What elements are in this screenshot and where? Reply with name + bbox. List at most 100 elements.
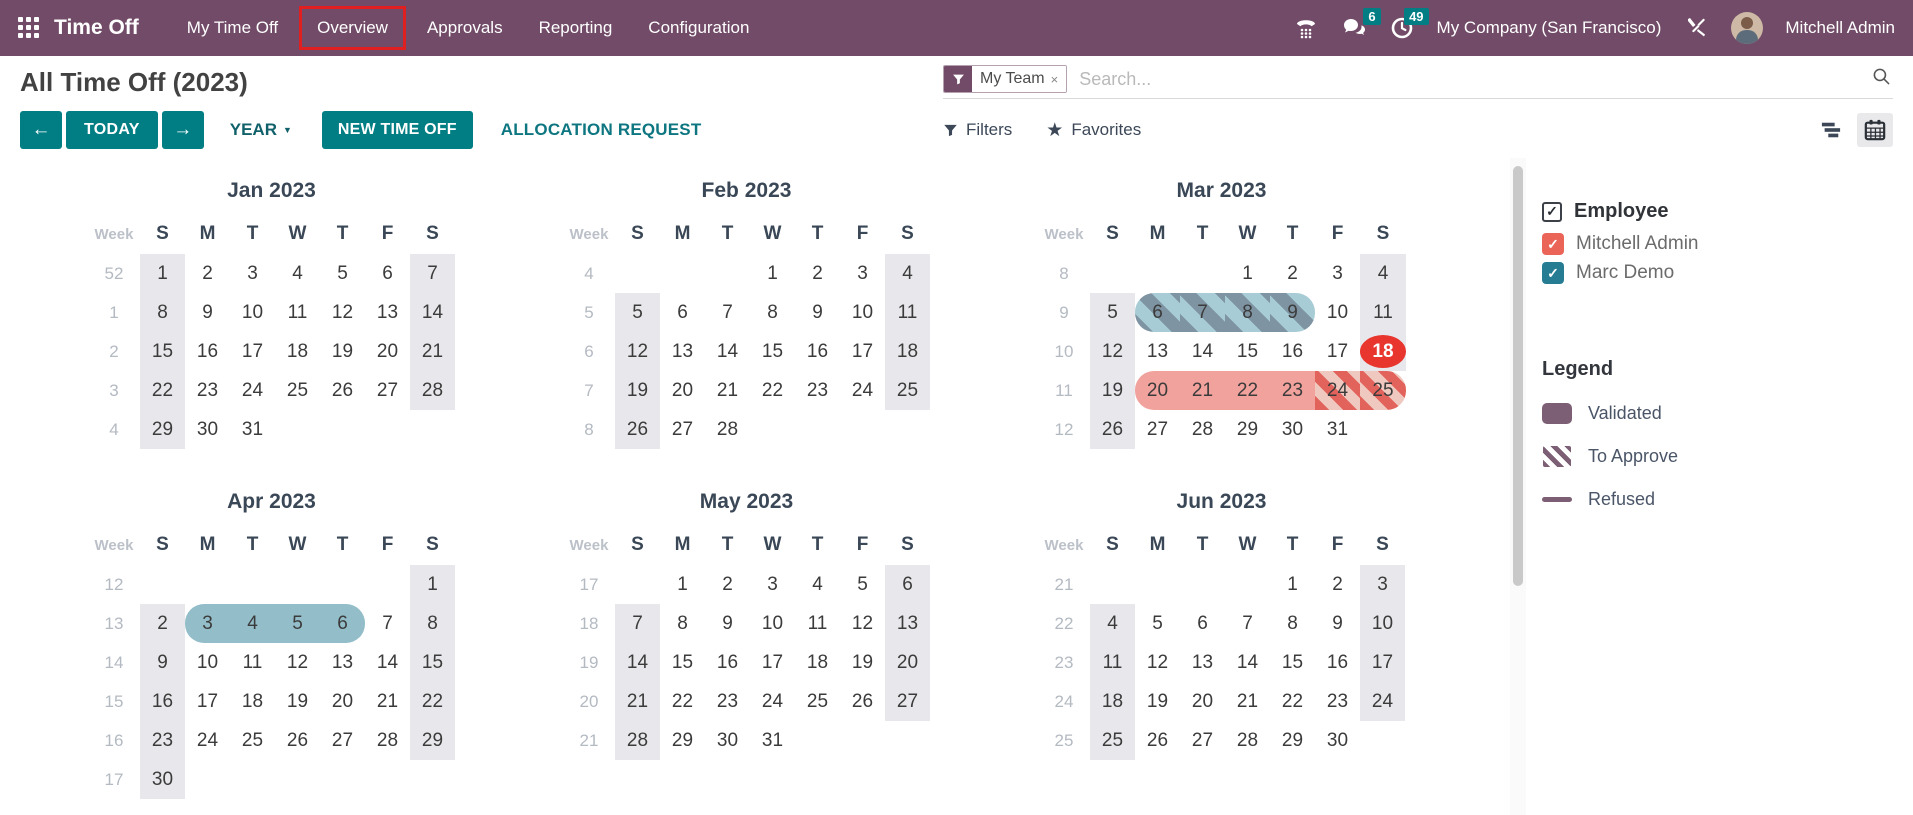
time-off-toapprove-blue-day[interactable]: 9: [1270, 293, 1315, 332]
calendar-day-cell[interactable]: 1: [140, 254, 185, 293]
employee-color-checkbox[interactable]: ✓: [1542, 233, 1564, 255]
calendar-day-cell[interactable]: 15: [410, 643, 455, 682]
gantt-view-button[interactable]: [1813, 113, 1849, 147]
calendar-day-cell[interactable]: 7: [410, 254, 455, 293]
time-off-toapprove-blue-day[interactable]: 7: [1180, 293, 1225, 332]
calendar-day-cell[interactable]: 28: [716, 418, 739, 440]
apps-grid-icon[interactable]: [18, 17, 40, 39]
calendar-day-cell[interactable]: 17: [851, 340, 874, 362]
calendar-day-cell[interactable]: 10: [761, 612, 784, 634]
calendar-day-cell[interactable]: 30: [1281, 418, 1304, 440]
calendar-day-cell[interactable]: 11: [287, 301, 308, 323]
calendar-day-cell[interactable]: 9: [140, 643, 185, 682]
facet-remove-icon[interactable]: ×: [1050, 66, 1067, 92]
calendar-day-cell[interactable]: 22: [1281, 690, 1304, 712]
calendar-day-cell[interactable]: 28: [615, 721, 660, 760]
calendar-day-cell[interactable]: 10: [851, 301, 874, 323]
calendar-day-cell[interactable]: 21: [410, 332, 455, 371]
calendar-day-cell[interactable]: 5: [1152, 612, 1163, 634]
calendar-day-cell[interactable]: 30: [140, 760, 185, 799]
calendar-day-cell[interactable]: 1: [1242, 262, 1253, 284]
app-title[interactable]: Time Off: [54, 16, 139, 39]
calendar-day-cell[interactable]: 14: [1191, 340, 1214, 362]
menu-item-reporting[interactable]: Reporting: [538, 18, 613, 37]
calendar-day-cell[interactable]: 28: [376, 729, 399, 751]
menu-item-configuration[interactable]: Configuration: [648, 18, 750, 37]
calendar-day-cell[interactable]: 14: [1236, 651, 1259, 673]
calendar-day-cell[interactable]: 16: [1281, 340, 1304, 362]
calendar-day-cell[interactable]: 22: [671, 690, 694, 712]
calendar-day-cell[interactable]: 22: [140, 371, 185, 410]
calendar-day-cell[interactable]: 29: [1281, 729, 1304, 751]
calendar-day-cell[interactable]: 23: [1326, 690, 1349, 712]
calendar-day-cell[interactable]: 26: [331, 379, 354, 401]
calendar-day-cell[interactable]: 7: [722, 301, 733, 323]
calendar-day-cell[interactable]: 8: [140, 293, 185, 332]
calendar-day-cell[interactable]: 14: [615, 643, 660, 682]
filters-button[interactable]: Filters: [943, 120, 1012, 140]
calendar-day-cell[interactable]: 2: [1332, 573, 1343, 595]
calendar-day-cell[interactable]: 4: [292, 262, 303, 284]
calendar-day-cell[interactable]: 25: [885, 371, 930, 410]
calendar-day-cell[interactable]: 9: [722, 612, 733, 634]
calendar-day-cell[interactable]: 13: [331, 651, 354, 673]
calendar-day-cell[interactable]: 11: [242, 651, 263, 673]
calendar-day-cell[interactable]: 26: [851, 690, 874, 712]
calendar-view-button[interactable]: [1857, 113, 1893, 147]
calendar-day-cell[interactable]: 1: [677, 573, 688, 595]
calendar-day-cell[interactable]: 21: [1236, 690, 1259, 712]
calendar-day-cell[interactable]: 28: [1236, 729, 1259, 751]
calendar-day-cell[interactable]: 16: [196, 340, 219, 362]
calendar-day-cell[interactable]: 17: [241, 340, 264, 362]
calendar-day-cell[interactable]: 14: [376, 651, 399, 673]
messages-icon[interactable]: 6: [1341, 8, 1381, 41]
calendar-day-cell[interactable]: 3: [857, 262, 868, 284]
time-off-toapprove-red-day[interactable]: 25: [1360, 371, 1406, 410]
employee-filter-header[interactable]: ✓ Employee: [1542, 200, 1877, 223]
employee-color-checkbox[interactable]: ✓: [1542, 262, 1564, 284]
calendar-day-cell[interactable]: 13: [1146, 340, 1169, 362]
calendar-day-cell[interactable]: 13: [1191, 651, 1214, 673]
search-icon[interactable]: [1870, 67, 1893, 91]
calendar-day-cell[interactable]: 3: [247, 262, 258, 284]
calendar-day-cell[interactable]: 5: [1090, 293, 1135, 332]
calendar-day-cell[interactable]: 16: [1326, 651, 1349, 673]
calendar-day-cell[interactable]: 12: [331, 301, 354, 323]
calendar-day-cell[interactable]: 27: [885, 682, 930, 721]
calendar-day-cell[interactable]: 10: [241, 301, 264, 323]
calendar-day-cell[interactable]: 24: [761, 690, 784, 712]
calendar-day-cell[interactable]: 5: [857, 573, 868, 595]
calendar-day-cell[interactable]: 6: [1197, 612, 1208, 634]
calendar-day-cell[interactable]: 17: [1360, 643, 1405, 682]
calendar-day-cell[interactable]: 25: [286, 379, 309, 401]
calendar-day-cell[interactable]: 24: [851, 379, 874, 401]
calendar-day-cell[interactable]: 2: [812, 262, 823, 284]
calendar-day-cell[interactable]: 16: [716, 651, 739, 673]
calendar-day-cell[interactable]: 16: [806, 340, 829, 362]
calendar-day-cell[interactable]: 30: [716, 729, 739, 751]
calendar-day-cell[interactable]: 25: [1090, 721, 1135, 760]
calendar-day-cell[interactable]: 11: [807, 612, 828, 634]
calendar-day-cell[interactable]: 21: [716, 379, 739, 401]
employee-checkbox[interactable]: ✓: [1542, 201, 1562, 222]
calendar-day-cell[interactable]: 17: [1326, 340, 1349, 362]
calendar-day-cell[interactable]: 3: [767, 573, 778, 595]
calendar-day-cell[interactable]: 6: [677, 301, 688, 323]
calendar-day-cell[interactable]: 12: [851, 612, 874, 634]
calendar-day-cell[interactable]: 22: [410, 682, 455, 721]
calendar-day-cell[interactable]: 22: [761, 379, 784, 401]
calendar-day-cell[interactable]: 5: [615, 293, 660, 332]
calendar-day-cell[interactable]: 3: [1360, 565, 1405, 604]
calendar-day-cell[interactable]: 4: [885, 254, 930, 293]
calendar-day-cell[interactable]: 21: [615, 682, 660, 721]
calendar-day-cell[interactable]: 7: [1242, 612, 1253, 634]
search-input[interactable]: [1079, 68, 1870, 90]
user-menu[interactable]: Mitchell Admin: [1785, 18, 1895, 37]
calendar-day-cell[interactable]: 31: [761, 729, 784, 751]
calendar-day-cell[interactable]: 3: [1332, 262, 1343, 284]
time-off-validated-blue-day[interactable]: 6: [320, 604, 365, 643]
calendar-day-cell[interactable]: 20: [376, 340, 399, 362]
calendar-day-cell[interactable]: 15: [761, 340, 784, 362]
company-switcher[interactable]: My Company (San Francisco): [1436, 18, 1662, 37]
favorites-button[interactable]: ★ Favorites: [1046, 119, 1141, 142]
